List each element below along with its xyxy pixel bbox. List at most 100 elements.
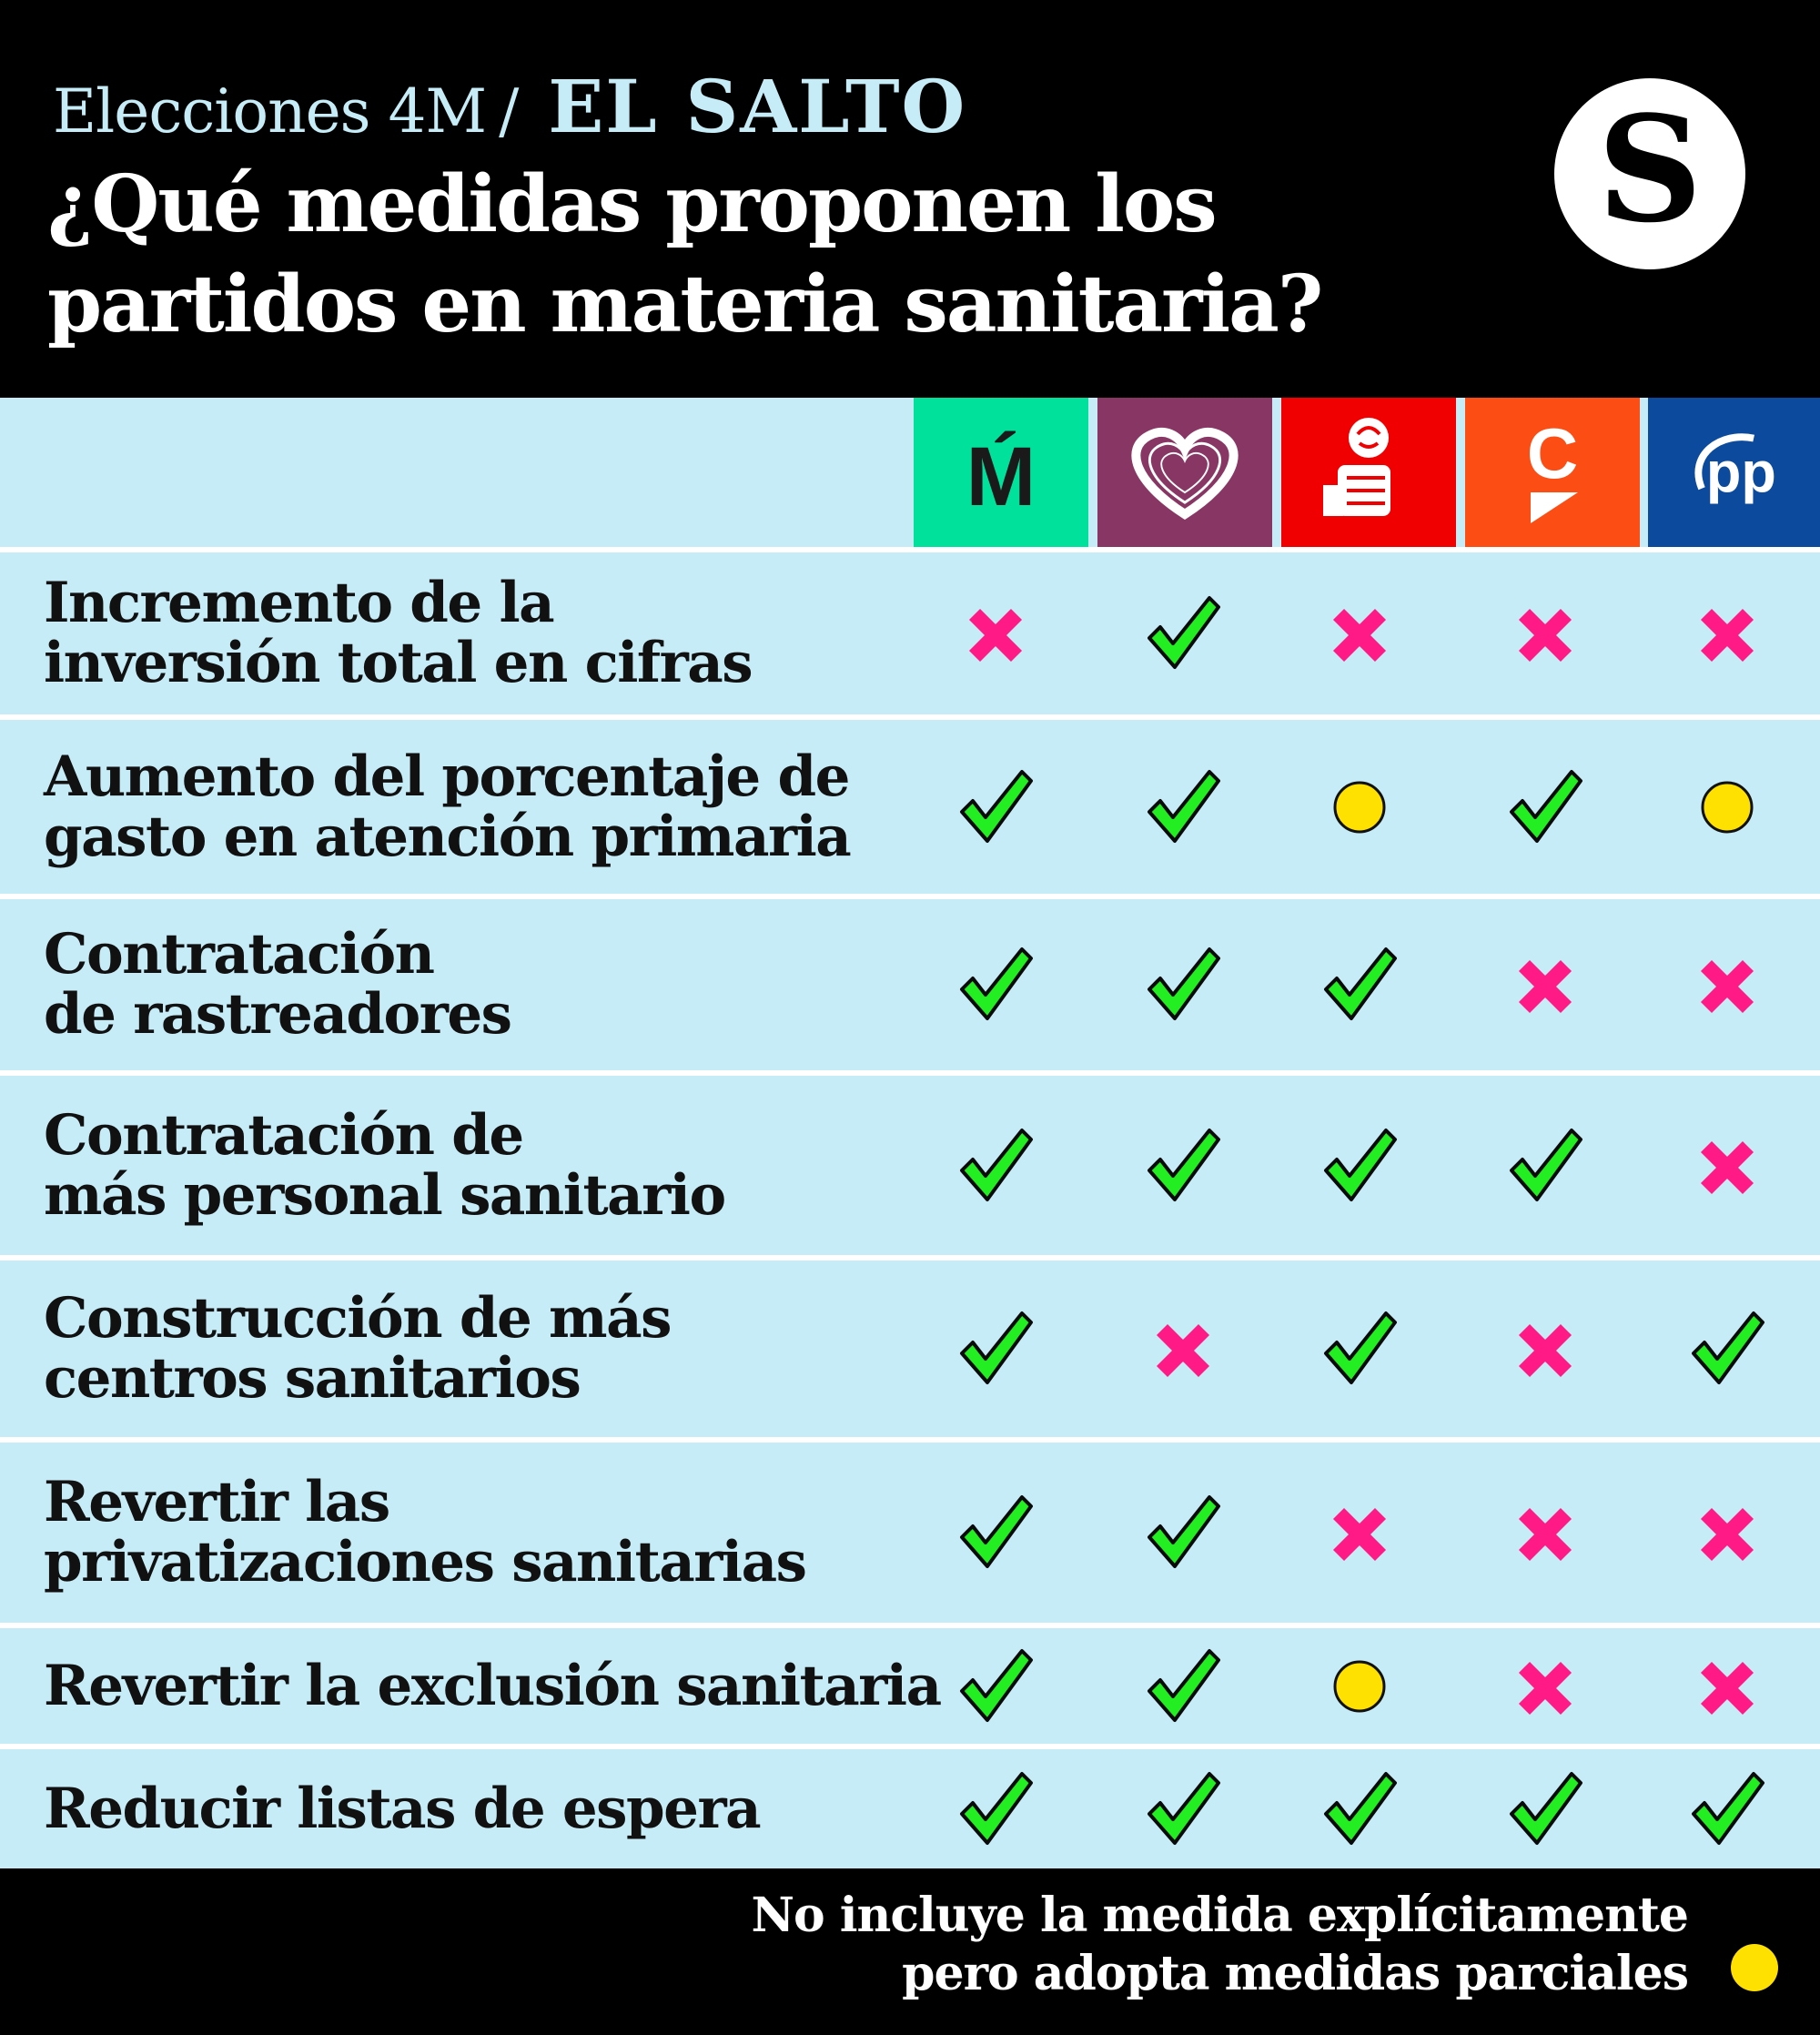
cross-icon (1332, 1507, 1387, 1562)
header: Elecciones 4M / EL SALTO ¿Qué medidas pr… (0, 0, 1820, 398)
row-label-line: centros sanitarios (44, 1346, 581, 1411)
cell-psoe-partial (1300, 720, 1419, 894)
cross-icon (1518, 1507, 1572, 1562)
cell-ciudadanos-yes (1486, 1749, 1604, 1868)
cell-pp-no (1668, 1443, 1786, 1623)
check-icon (960, 769, 1033, 843)
cell-ciudadanos-no (1486, 1260, 1604, 1437)
legend-line-1: No incluye la medida explícitamente (751, 1888, 1689, 1943)
party-logo-ciudadanos: C (1465, 398, 1640, 547)
partial-dot-icon (1333, 1660, 1386, 1712)
check-icon (960, 1495, 1033, 1568)
cell-mas-madrid-yes (936, 1076, 1055, 1255)
cell-ciudadanos-no (1486, 1443, 1604, 1623)
cell-ciudadanos-no (1486, 1628, 1604, 1744)
row-label-line: más personal sanitario (44, 1162, 726, 1228)
row-label: Revertir las privatizaciones sanitarias (44, 1443, 917, 1623)
rose-fist-logo-icon (1323, 418, 1390, 516)
partial-dot-icon (1701, 781, 1754, 833)
kicker: Elecciones 4M / EL SALTO (53, 64, 967, 149)
cross-icon (1700, 608, 1754, 663)
cross-icon (1700, 1661, 1754, 1715)
cell-psoe-no (1300, 552, 1419, 714)
pp-logo-icon: pp (1694, 433, 1776, 505)
cell-psoe-no (1300, 1443, 1419, 1623)
row-label-line: Contratación de (44, 1102, 524, 1168)
cell-pp-no (1668, 1076, 1786, 1255)
check-icon (1510, 1128, 1582, 1201)
table-row: Aumento del porcentaje de gasto en atenci… (0, 720, 1820, 894)
table-row: Revertir la exclusión sanitaria (0, 1628, 1820, 1744)
row-label-line: Reducir listas de espera (44, 1776, 762, 1841)
row-label: Incremento de la inversión total en cifra… (44, 552, 917, 714)
check-icon (1324, 1771, 1397, 1845)
check-icon (960, 1128, 1033, 1201)
check-icon (1148, 1128, 1220, 1201)
cell-podemos-yes (1124, 1076, 1242, 1255)
check-icon (1148, 947, 1220, 1020)
legend: No incluye la medida explícitamente pero… (0, 1868, 1820, 2035)
party-logo-psoe (1281, 398, 1456, 547)
check-icon (960, 1311, 1033, 1384)
check-icon (1324, 947, 1397, 1020)
check-icon (960, 947, 1033, 1020)
table-row: Construcción de más centros sanitarios (0, 1260, 1820, 1437)
row-label-line: gasto en atención primaria (44, 804, 852, 869)
cell-ciudadanos-no (1486, 899, 1604, 1070)
cell-mas-madrid-yes (936, 1749, 1055, 1868)
table-row: Revertir las privatizaciones sanitarias (0, 1443, 1820, 1623)
cell-mas-madrid-no (936, 552, 1055, 714)
cell-pp-partial (1668, 720, 1786, 894)
row-label-line: Aumento del porcentaje de (44, 744, 850, 809)
cell-ciudadanos-yes (1486, 1076, 1604, 1255)
row-label: Contratación de rastreadores (44, 899, 917, 1070)
row-label-line: Construcción de más (44, 1286, 672, 1351)
table-row: Incremento de la inversión total en cifra… (0, 552, 1820, 714)
cross-icon (1700, 1507, 1754, 1562)
row-label-line: inversión total en cifras (44, 631, 753, 695)
check-icon (1510, 769, 1582, 843)
table-row: Contratación de rastreadores (0, 899, 1820, 1070)
ciudadanos-logo-icon: C (1527, 413, 1578, 523)
cross-icon (1700, 1140, 1754, 1194)
cell-pp-no (1668, 552, 1786, 714)
cross-icon (1518, 1323, 1572, 1378)
cell-pp-no (1668, 1628, 1786, 1744)
svg-text:C: C (1527, 413, 1578, 493)
table-row: Contratación de más personal sanitario (0, 1076, 1820, 1255)
cell-ciudadanos-no (1486, 552, 1604, 714)
cell-podemos-yes (1124, 1628, 1242, 1744)
party-logo-pp: pp (1648, 398, 1820, 547)
row-label-line: privatizaciones sanitarias (44, 1530, 807, 1595)
cell-psoe-partial (1300, 1628, 1419, 1744)
el-salto-logo: S (1554, 78, 1745, 269)
table-row: Reducir listas de espera (0, 1749, 1820, 1868)
brand-name: EL SALTO (548, 64, 967, 149)
cell-podemos-yes (1124, 552, 1242, 714)
cell-psoe-yes (1300, 1076, 1419, 1255)
party-logo-podemos (1097, 398, 1272, 547)
page-title-line-1: ¿Qué medidas proponen los (47, 158, 1218, 250)
cell-psoe-yes (1300, 899, 1419, 1070)
check-icon (1148, 769, 1220, 843)
row-label-line: Incremento de la (44, 571, 555, 635)
cell-psoe-yes (1300, 1260, 1419, 1437)
row-label: Construcción de más centros sanitarios (44, 1260, 917, 1437)
row-label: Contratación de más personal sanitario (44, 1076, 917, 1255)
cross-icon (1156, 1323, 1210, 1378)
svg-text:pp: pp (1706, 441, 1776, 505)
check-icon (1148, 1648, 1220, 1722)
cell-psoe-yes (1300, 1749, 1419, 1868)
cell-pp-yes (1668, 1749, 1786, 1868)
cell-podemos-yes (1124, 899, 1242, 1070)
party-logo-mas-madrid: Ḿ (914, 398, 1088, 547)
check-icon (1148, 596, 1220, 669)
legend-text: No incluye la medida explícitamente pero… (751, 1887, 1689, 2003)
check-icon (1510, 1771, 1582, 1845)
row-label-line: Revertir la exclusión sanitaria (44, 1653, 942, 1718)
cross-icon (1518, 608, 1572, 663)
cell-pp-no (1668, 899, 1786, 1070)
heart-logo-icon (1131, 428, 1239, 520)
